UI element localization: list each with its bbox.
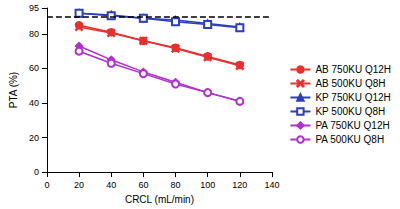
svg-text:PA 750KU Q12H: PA 750KU Q12H [315, 120, 389, 131]
svg-text:40: 40 [106, 180, 116, 190]
svg-text:60: 60 [29, 63, 39, 73]
svg-text:140: 140 [264, 180, 279, 190]
svg-text:CRCL (mL/min): CRCL (mL/min) [125, 194, 194, 205]
svg-text:100: 100 [200, 180, 215, 190]
svg-text:80: 80 [29, 29, 39, 39]
svg-text:120: 120 [232, 180, 247, 190]
svg-text:20: 20 [29, 133, 39, 143]
svg-text:0: 0 [44, 180, 49, 190]
svg-text:60: 60 [138, 180, 148, 190]
svg-text:PTA (%): PTA (%) [8, 72, 19, 108]
svg-text:AB 750KU Q12H: AB 750KU Q12H [315, 64, 391, 75]
svg-text:KP 500KU Q8H: KP 500KU Q8H [315, 106, 385, 117]
svg-text:20: 20 [74, 180, 84, 190]
svg-text:KP 750KU Q12H: KP 750KU Q12H [315, 92, 390, 103]
svg-text:AB 500KU Q8H: AB 500KU Q8H [315, 78, 385, 89]
svg-text:80: 80 [171, 180, 181, 190]
svg-text:0: 0 [34, 167, 39, 177]
svg-text:PA 500KU Q8H: PA 500KU Q8H [315, 134, 384, 145]
svg-text:40: 40 [29, 98, 39, 108]
svg-text:95: 95 [29, 3, 39, 13]
